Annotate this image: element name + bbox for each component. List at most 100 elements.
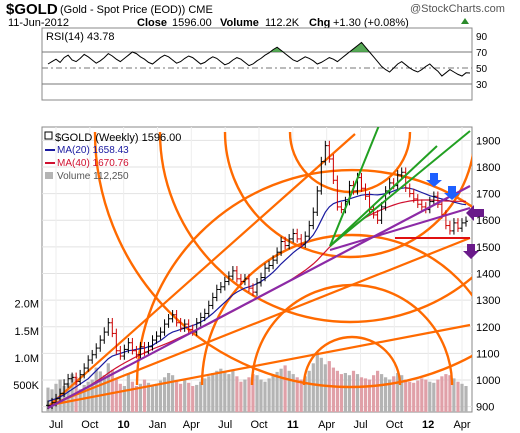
volume-bar: [243, 379, 247, 412]
volume-bar: [456, 381, 460, 412]
price-bar: [106, 317, 111, 336]
price-bar: [90, 349, 95, 364]
price-bar: [327, 140, 332, 163]
volume-tick-label: 1.5M: [15, 326, 39, 338]
price-bar: [295, 228, 300, 243]
volume-bar: [303, 376, 307, 412]
price-bar: [166, 313, 171, 328]
volume-bar: [424, 379, 428, 412]
legend-volume: Volume 112,250: [57, 171, 129, 182]
price-bar: [194, 317, 199, 336]
x-tick-label: Apr: [318, 419, 335, 431]
volume-bar: [335, 370, 339, 412]
price-panel-title: $GOLD (Weekly) 1596.00: [55, 132, 181, 144]
volume-bar: [416, 380, 420, 412]
volume-bar: [207, 376, 211, 412]
volume-bar: [307, 370, 311, 412]
volume-bar: [448, 375, 452, 412]
price-tick-label: 1200: [476, 322, 500, 334]
price-bar: [291, 228, 296, 243]
volume-bar: [154, 383, 159, 412]
volume-bar: [343, 373, 347, 412]
price-bar: [158, 327, 163, 340]
price-axis: 1900 1800 1700 1600 1500 1400 1300 1200 1100 1000…: [476, 135, 500, 413]
volume-value: 112.2K: [265, 17, 300, 29]
price-tick-label: 1700: [476, 189, 500, 201]
volume-bar: [355, 374, 360, 412]
volume-bar: [183, 379, 187, 412]
fib-fan-line: [49, 323, 471, 407]
fib-arc-upper: [158, 131, 472, 324]
x-tick-label: Jul: [218, 419, 232, 431]
fib-arc-upper: [223, 131, 472, 259]
legend-icon-price: [44, 131, 53, 140]
rsi-tick-label: 50: [476, 64, 488, 75]
price-tick-label: 1800: [476, 162, 500, 174]
purple-up-arrow-icon: [463, 244, 479, 259]
price-tick-label: 1300: [476, 295, 500, 307]
volume-bar: [227, 374, 231, 412]
volume-bar: [106, 363, 110, 412]
close-value: 1596.00: [172, 17, 212, 29]
fib-arc: [200, 233, 472, 386]
volume-bar: [122, 386, 126, 412]
price-bar: [283, 236, 288, 250]
x-axis: Jul Oct 10 Jan Apr Jul Oct 11 Apr Jul Oct 12 Apr: [49, 419, 471, 431]
price-bar: [419, 199, 424, 211]
volume-bar: [114, 379, 118, 412]
volume-bar: [287, 370, 291, 412]
green-fan-line: [329, 145, 438, 247]
x-tick-label: Apr: [183, 419, 200, 431]
price-bar: [174, 309, 179, 327]
price-bar: [403, 167, 408, 192]
trendlines: [47, 127, 471, 409]
rsi-tick-label: 70: [476, 48, 488, 59]
price-bar: [182, 319, 187, 332]
rsi-tick-label: 30: [476, 80, 488, 91]
volume-bar: [187, 382, 191, 412]
volume-bar: [118, 383, 122, 412]
volume-bar: [323, 364, 327, 412]
price-tick-label: 1100: [476, 348, 500, 360]
volume-bar: [130, 381, 134, 412]
price-bar: [178, 317, 183, 332]
volume-bar: [90, 379, 94, 412]
volume-bar: [351, 370, 356, 412]
volume-bar: [195, 384, 199, 412]
rsi-overbought-area: [48, 42, 470, 52]
price-bar: [339, 202, 344, 214]
price-bar: [275, 247, 280, 264]
volume-bar: [400, 375, 404, 412]
volume-bar: [291, 374, 295, 412]
volume-bar: [199, 381, 203, 412]
volume-bar: [46, 387, 50, 412]
volume-bar: [142, 379, 147, 412]
price-bar: [455, 218, 460, 232]
volume-bar: [380, 374, 384, 412]
x-tick-label: Jul: [353, 419, 367, 431]
volume-bar: [367, 379, 372, 412]
price-bar: [407, 183, 412, 198]
x-tick-label: Oct: [250, 419, 267, 431]
price-bar: [319, 156, 324, 195]
price-bar: [411, 188, 416, 203]
price-bar: [379, 202, 384, 224]
price-bar: [114, 328, 119, 355]
volume-bar: [78, 389, 82, 412]
fib-fan-line: [49, 236, 471, 407]
volume-bar: [376, 370, 380, 412]
price-bar: [102, 327, 107, 344]
rsi-tick-label: 90: [476, 32, 488, 43]
volume-bar: [412, 382, 416, 412]
price-bar: [58, 388, 63, 403]
chg-label: Chg: [309, 17, 330, 29]
symbol-title: $GOLD: [6, 1, 58, 18]
price-bar: [399, 167, 404, 179]
volume-bar: [255, 375, 259, 412]
volume-bar: [295, 377, 299, 412]
volume-bar: [191, 386, 195, 412]
price-bar: [186, 319, 191, 334]
price-bar: [142, 341, 147, 356]
fibonacci-arcs: [49, 131, 472, 407]
